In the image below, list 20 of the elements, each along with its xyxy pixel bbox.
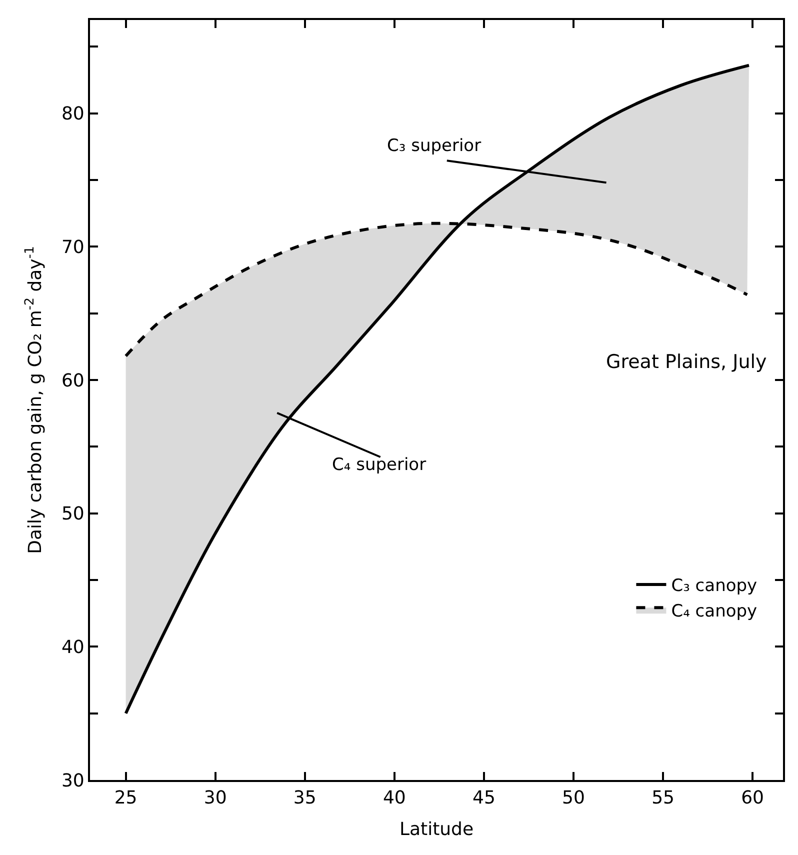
annotation: C₄ superior bbox=[332, 455, 426, 475]
y-tick-label: 80 bbox=[61, 104, 84, 125]
y-tick-label: 30 bbox=[61, 770, 84, 792]
x-tick-label: 50 bbox=[562, 788, 585, 809]
y-tick-label: 60 bbox=[61, 370, 84, 392]
x-tick-label: 30 bbox=[204, 788, 227, 809]
y-tick-label: 50 bbox=[61, 504, 84, 525]
x-tick-label: 60 bbox=[741, 788, 764, 809]
x-tick-label: 55 bbox=[652, 788, 674, 809]
annotation: Great Plains, July bbox=[606, 351, 767, 373]
x-tick-label: 35 bbox=[293, 788, 316, 809]
x-tick-label: 40 bbox=[382, 788, 406, 809]
annotation: C₃ superior bbox=[387, 136, 482, 156]
legend-label: C₄ canopy bbox=[671, 601, 758, 622]
y-tick-label: 70 bbox=[61, 236, 84, 258]
legend-label: C₃ canopy bbox=[671, 576, 758, 596]
y-tick-label: 40 bbox=[61, 636, 84, 658]
x-tick-label: 25 bbox=[114, 788, 138, 809]
x-axis-title: Latitude bbox=[399, 819, 474, 840]
x-tick-label: 45 bbox=[472, 788, 496, 809]
